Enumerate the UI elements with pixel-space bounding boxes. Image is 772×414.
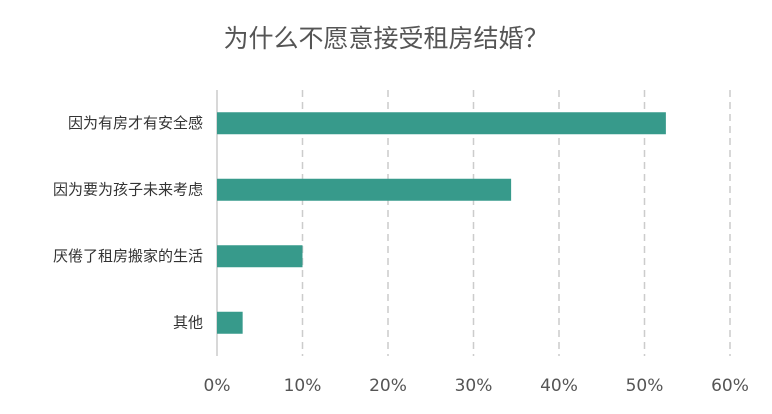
x-tick-label: 10%: [284, 376, 322, 396]
bar: [217, 311, 243, 334]
x-tick-label: 50%: [626, 376, 664, 396]
x-tick-label: 40%: [540, 376, 578, 396]
y-tick-label: 因为要为孩子未来考虑: [53, 180, 203, 198]
y-tick-label: 因为有房才有安全感: [68, 114, 203, 132]
bar: [217, 112, 666, 135]
x-tick-label: 60%: [711, 376, 749, 396]
y-tick-label: 厌倦了租房搬家的生活: [53, 247, 203, 265]
y-tick-label: 其他: [173, 313, 203, 331]
x-tick-label: 20%: [369, 376, 407, 396]
bar: [217, 245, 303, 268]
bar: [217, 178, 512, 201]
chart-title: 为什么不愿意接受租房结婚？: [223, 24, 548, 53]
x-tick-label: 30%: [455, 376, 493, 396]
x-tick-label: 0%: [204, 376, 231, 396]
